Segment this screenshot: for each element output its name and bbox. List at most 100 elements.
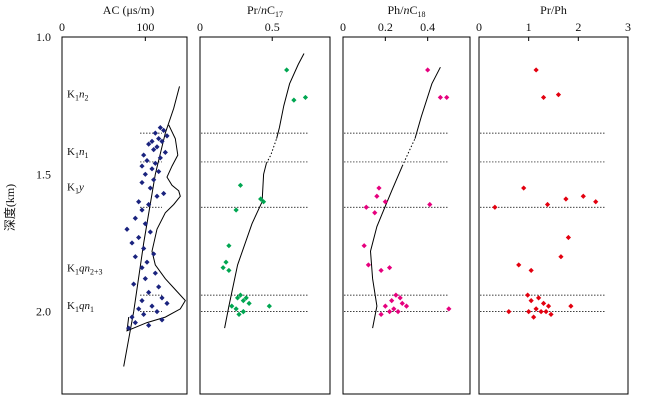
data-point <box>154 144 160 150</box>
data-point <box>580 193 586 199</box>
data-point <box>139 298 145 304</box>
data-point <box>506 309 512 315</box>
data-point <box>237 182 244 188</box>
data-point <box>393 292 399 298</box>
data-point <box>243 295 249 301</box>
panel-frame <box>199 36 331 395</box>
data-point <box>563 196 569 202</box>
x-tick-label: 0 <box>476 20 482 34</box>
data-point <box>159 317 165 323</box>
data-point <box>220 265 226 271</box>
data-point <box>139 179 145 186</box>
envelope-line <box>126 124 186 332</box>
data-point <box>233 306 239 312</box>
data-point <box>139 265 145 271</box>
data-point <box>139 163 145 169</box>
data-point <box>154 193 160 199</box>
panel-title: Pr/nC17 <box>247 3 283 19</box>
x-tick-label: 0 <box>197 20 203 34</box>
x-tick-label: 0.4 <box>420 20 435 34</box>
data-point <box>234 295 241 301</box>
data-point <box>146 322 152 328</box>
data-point <box>444 94 450 101</box>
data-point <box>142 276 148 282</box>
panel-title: Ph/nC18 <box>387 3 425 19</box>
data-point <box>395 309 401 315</box>
data-point <box>365 262 371 268</box>
data-point <box>521 185 527 191</box>
data-point <box>240 309 246 315</box>
panel-title: AC (μs/m) <box>103 3 154 17</box>
data-point <box>157 155 163 161</box>
data-point <box>157 125 163 131</box>
formation-label: K1n1 <box>67 146 88 160</box>
x-tick-label: 0.2 <box>378 20 393 34</box>
formation-label: K1qn2+3 <box>67 263 102 277</box>
x-tick-label: 3 <box>625 20 631 34</box>
data-point <box>156 168 162 175</box>
data-point <box>361 243 367 249</box>
data-point <box>391 306 397 312</box>
data-point <box>302 94 309 101</box>
data-point <box>236 311 242 317</box>
y-axis-label: 深度(km) <box>2 184 17 231</box>
data-point <box>132 254 138 260</box>
data-point <box>558 254 564 260</box>
data-point <box>152 130 158 136</box>
panel-frame <box>342 36 471 395</box>
data-point <box>147 185 153 191</box>
data-point <box>363 204 369 210</box>
data-point <box>240 298 246 304</box>
x-tick-label: 0 <box>59 20 65 34</box>
data-point <box>291 97 297 103</box>
data-point <box>548 311 554 317</box>
data-point <box>136 199 142 205</box>
data-point <box>164 133 170 139</box>
data-point <box>126 325 132 331</box>
trend-line-dotted <box>265 138 278 164</box>
data-point <box>533 306 539 312</box>
data-point <box>376 185 382 191</box>
data-point <box>246 300 252 306</box>
data-point <box>374 193 380 199</box>
data-point <box>151 146 157 153</box>
data-point <box>149 166 155 172</box>
data-point <box>378 311 384 317</box>
data-point <box>124 226 130 232</box>
x-tick-label: 100 <box>136 20 154 34</box>
data-point <box>386 309 393 315</box>
trend-line-dotted <box>401 138 416 167</box>
data-point <box>533 67 539 73</box>
data-point <box>258 196 264 202</box>
data-point <box>131 281 137 287</box>
x-tick-label: 0.5 <box>265 20 280 34</box>
data-point <box>161 127 167 133</box>
data-point <box>152 270 158 276</box>
x-tick-label: 1 <box>526 20 532 34</box>
data-point <box>397 295 403 301</box>
data-point <box>146 201 152 208</box>
data-point <box>159 295 165 301</box>
data-point <box>229 303 235 309</box>
data-point <box>526 309 532 315</box>
y-tick-label: 1.5 <box>36 167 51 181</box>
y-tick-label: 2.0 <box>36 305 51 319</box>
data-point <box>378 267 384 274</box>
data-point <box>226 267 232 274</box>
data-point <box>565 234 571 241</box>
data-point <box>528 267 534 274</box>
data-point <box>141 311 147 317</box>
data-point <box>136 234 142 241</box>
data-point <box>525 292 531 298</box>
data-point <box>154 309 160 315</box>
data-point <box>427 201 433 208</box>
data-point <box>156 284 162 290</box>
data-point <box>142 221 148 227</box>
data-point <box>389 298 395 304</box>
data-point <box>543 309 549 315</box>
data-point <box>284 67 290 73</box>
data-point <box>399 300 405 306</box>
data-point <box>151 177 157 183</box>
data-point <box>144 157 150 164</box>
data-point <box>142 171 148 177</box>
